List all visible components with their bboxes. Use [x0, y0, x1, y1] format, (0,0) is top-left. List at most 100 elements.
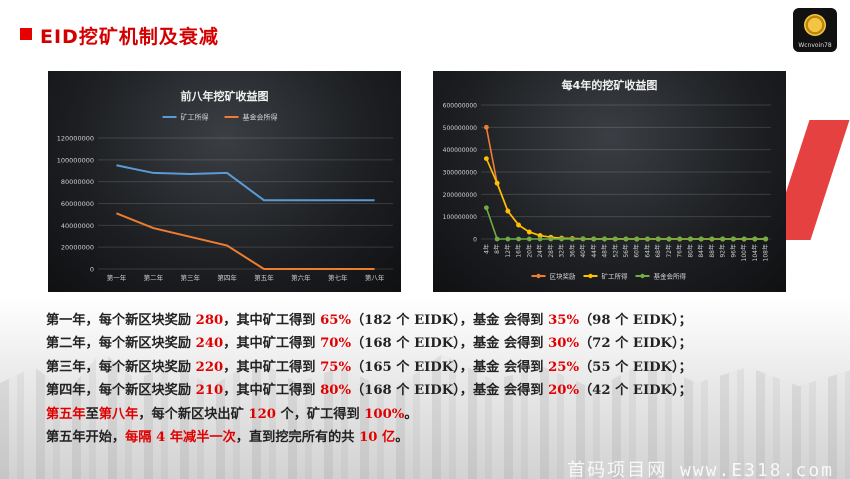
x-tick-label: 92年	[719, 244, 727, 258]
series-line-1	[116, 164, 375, 202]
highlight-text: 220	[195, 359, 224, 375]
data-point	[516, 222, 521, 228]
data-point	[526, 236, 532, 242]
x-tick-label: 80年	[686, 244, 694, 258]
data-point	[494, 236, 500, 242]
highlight-text: 30%	[548, 336, 579, 352]
legend-label: 基金会所得	[243, 113, 278, 122]
data-point	[591, 236, 597, 242]
y-tick-label: 0	[90, 266, 94, 274]
legend-marker	[588, 273, 593, 279]
data-point	[537, 236, 543, 242]
data-point	[569, 236, 575, 242]
highlight-text: 100%	[364, 406, 405, 422]
x-tick-label: 108年	[762, 244, 770, 261]
data-point	[559, 236, 564, 242]
data-point	[698, 236, 704, 242]
highlight-text: 240	[195, 336, 224, 352]
text-line: 第四年，每个新区块奖励 210，其中矿工得到 80%（168 个 EIDK），基…	[46, 379, 826, 402]
x-tick-label: 24年	[536, 244, 544, 258]
body-text: ，其中矿工得到	[223, 383, 321, 399]
data-point	[505, 236, 511, 242]
highlight-text: 第五年	[46, 406, 86, 422]
legend-marker	[640, 273, 645, 279]
body-text: （168 个 EIDK），基金 会得到	[350, 336, 549, 352]
x-tick-label: 第六年	[291, 273, 311, 282]
legend-label: 矿工所得	[602, 272, 629, 281]
series-line-2	[485, 158, 766, 240]
x-tick-label: 40年	[579, 244, 587, 258]
highlight-text: 20%	[548, 383, 579, 399]
logo: Wcnvoin78	[793, 8, 837, 52]
highlight-text: 65%	[320, 313, 351, 328]
x-tick-label: 60年	[633, 244, 641, 258]
body-text: 第一年，每个新区块奖励	[46, 313, 196, 328]
y-tick-label: 400000000	[443, 147, 478, 154]
data-point	[623, 236, 629, 242]
x-tick-label: 8年	[493, 244, 501, 254]
x-tick-label: 88年	[708, 244, 716, 258]
data-point	[731, 236, 736, 242]
data-point	[655, 236, 661, 242]
x-tick-label: 48年	[601, 244, 609, 258]
data-point	[645, 236, 650, 242]
x-tick-label: 64年	[643, 244, 651, 258]
data-point	[612, 236, 618, 242]
body-text: 第二年，每个新区块奖励	[46, 336, 196, 352]
body-text: （72 个 EIDK）；	[578, 336, 692, 352]
x-tick-label: 4年	[482, 244, 490, 254]
x-tick-label: 第八年	[365, 273, 385, 282]
data-point	[537, 233, 543, 238]
data-point	[526, 229, 532, 235]
x-tick-label: 100年	[740, 244, 748, 261]
x-tick-label: 28年	[547, 244, 555, 258]
body-text: 个，矿工得到	[275, 406, 365, 422]
body-text: 第五年开始，	[46, 429, 126, 445]
x-tick-label: 第七年	[328, 273, 348, 282]
y-tick-label: 80000000	[61, 178, 94, 186]
y-tick-label: 100000000	[443, 214, 478, 221]
x-tick-label: 52年	[611, 244, 619, 258]
chart-panel-every-four-years: 每4年的挖矿收益图 0 100000000 200000000 300000000 400…	[433, 71, 786, 292]
body-text: （98 个 EIDK）；	[578, 313, 692, 328]
x-tick-label: 44年	[590, 244, 598, 258]
body-text: （165 个 EIDK），基金 会得到	[350, 359, 549, 375]
highlight-text: 120	[248, 406, 276, 422]
x-tick-label: 96年	[729, 244, 737, 258]
legend-marker	[536, 273, 541, 279]
legend-label: 基金会所得	[654, 272, 687, 281]
x-tick-label: 72年	[665, 244, 673, 258]
body-text: 第三年，每个新区块奖励	[46, 359, 196, 375]
body-text: （42 个 EIDK）；	[578, 383, 692, 399]
data-point	[494, 180, 500, 186]
body-text: ，其中矿工得到	[223, 359, 321, 375]
x-tick-label: 56年	[622, 244, 630, 258]
body-text: ，直到挖完所有的共	[235, 429, 360, 445]
x-tick-label: 76年	[676, 244, 684, 258]
data-point	[741, 236, 747, 242]
highlight-text: 70%	[320, 336, 351, 352]
highlight-text: 210	[195, 383, 224, 399]
data-point	[483, 124, 489, 130]
data-point	[516, 236, 521, 242]
x-tick-label: 第二年	[144, 273, 164, 282]
y-tick-label: 60000000	[61, 200, 94, 208]
chart-first-eight-years: 前八年挖矿收益图 0 20000000 40000000 60000000 8000000…	[57, 89, 393, 282]
x-tick-label: 32年	[558, 244, 566, 258]
y-tick-label: 600000000	[443, 103, 478, 110]
text-line: 第五年至第八年，每个新区块出矿 120 个，矿工得到 100%。	[46, 403, 826, 426]
legend-label: 矿工所得	[181, 113, 209, 122]
y-tick-label: 120000000	[57, 135, 94, 143]
y-tick-label: 200000000	[443, 192, 478, 199]
series-line-2	[116, 212, 375, 270]
body-text: 。	[395, 429, 409, 445]
x-tick-label: 68年	[654, 244, 662, 258]
highlight-text: 80%	[320, 383, 351, 399]
y-tick-label: 40000000	[61, 222, 94, 230]
x-tick-label: 第一年	[107, 273, 127, 282]
x-tick-label: 第四年	[217, 273, 237, 282]
data-point	[580, 236, 586, 242]
data-point	[709, 236, 715, 242]
data-point	[752, 236, 758, 242]
body-text: ，每个新区块出矿	[138, 406, 249, 422]
